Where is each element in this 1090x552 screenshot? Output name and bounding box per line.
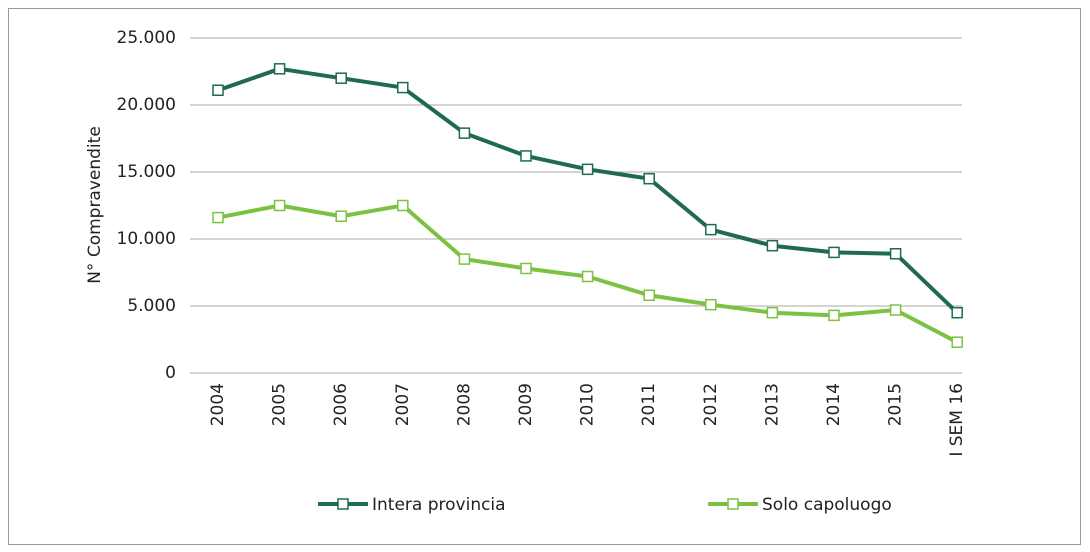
point-marker: [828, 246, 840, 259]
point-marker: [643, 289, 655, 302]
point-marker: [273, 199, 286, 212]
x-tick-label: 2009: [516, 383, 536, 426]
point-marker: [212, 84, 224, 97]
point-marker: [397, 199, 409, 212]
point-marker: [212, 211, 224, 224]
point-marker: [705, 298, 717, 311]
x-tick-label: 2007: [393, 383, 413, 426]
point-marker: [458, 127, 471, 139]
legend-label: Solo capoluogo: [762, 495, 892, 515]
point-marker: [520, 150, 532, 162]
legend-label: Intera provincia: [372, 495, 506, 515]
point-marker: [273, 63, 286, 75]
x-tick-label: 2013: [762, 383, 782, 426]
x-tick-label: 2008: [454, 383, 474, 426]
point-marker: [581, 270, 594, 283]
point-marker: [766, 239, 779, 252]
point-marker: [335, 210, 347, 222]
y-tick-label: 20.000: [117, 95, 176, 115]
legend-marker: [727, 498, 739, 510]
x-tick-label: 2012: [701, 383, 721, 426]
x-tick-label: 2015: [886, 383, 906, 426]
x-tick-label: 2014: [824, 383, 844, 426]
point-marker: [643, 172, 655, 185]
y-tick-label: 0: [165, 363, 176, 383]
x-tick-label: I SEM 16: [947, 383, 967, 457]
point-marker: [520, 262, 532, 275]
point-marker: [766, 306, 779, 319]
x-tick-label: 2010: [578, 383, 598, 426]
point-marker: [458, 253, 471, 265]
point-marker: [889, 304, 902, 316]
y-tick-label: 15.000: [117, 162, 176, 182]
point-marker: [951, 336, 963, 348]
y-tick-label: 5.000: [127, 296, 176, 316]
point-marker: [951, 306, 963, 319]
point-marker: [397, 81, 409, 94]
x-tick-label: 2005: [270, 383, 290, 426]
point-marker: [335, 72, 347, 84]
x-tick-label: 2004: [208, 383, 228, 426]
chart-border: [8, 8, 1081, 545]
legend-marker: [337, 498, 349, 510]
y-axis-title: N° Compravendite: [85, 126, 105, 284]
x-tick-label: 2006: [331, 383, 351, 426]
point-marker: [705, 223, 717, 236]
y-tick-label: 10.000: [117, 229, 176, 249]
point-marker: [889, 247, 902, 260]
point-marker: [828, 309, 840, 322]
y-tick-label: 25.000: [117, 28, 176, 48]
point-marker: [581, 163, 594, 176]
x-tick-label: 2011: [639, 383, 659, 426]
